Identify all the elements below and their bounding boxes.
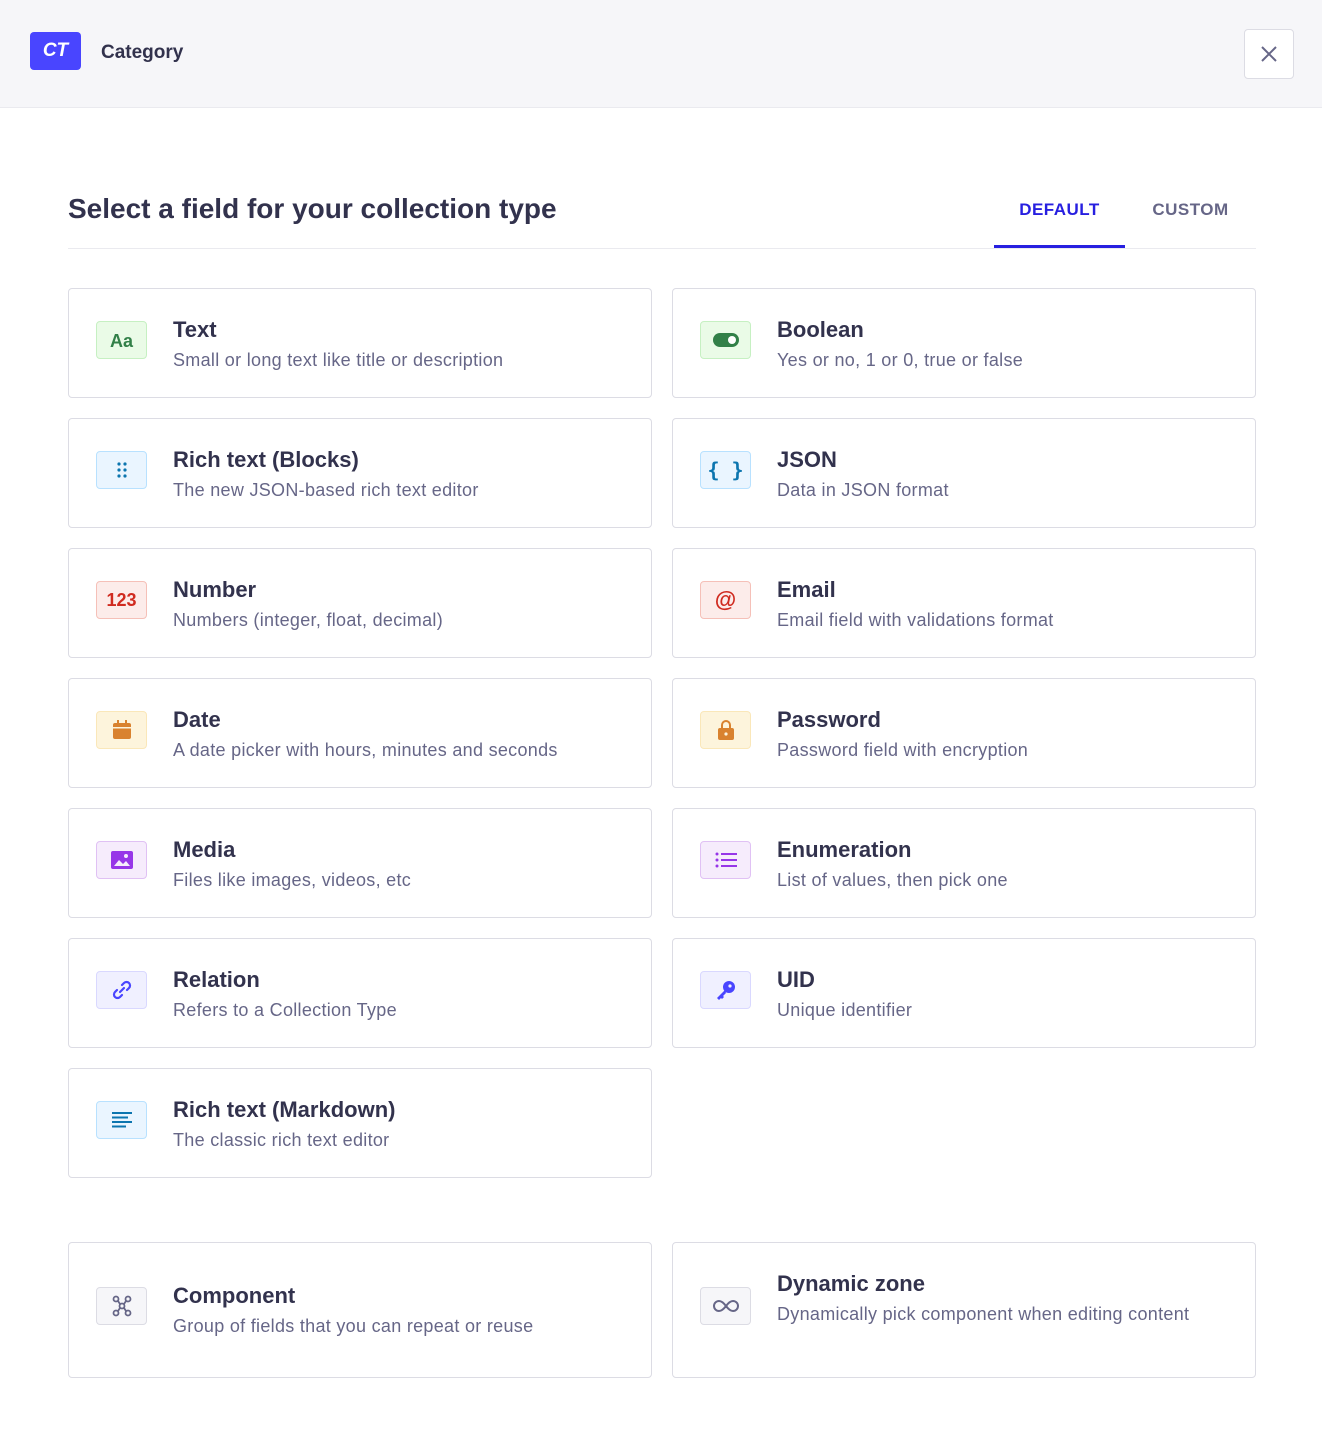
field-description: List of values, then pick one xyxy=(777,870,1008,890)
close-icon xyxy=(1261,46,1277,62)
field-title: Component xyxy=(173,1283,296,1308)
field-date[interactable]: Date A date picker with hours, minutes a… xyxy=(68,678,652,788)
field-number[interactable]: 123 Number Numbers (integer, float, deci… xyxy=(68,548,652,658)
field-description: Unique identifier xyxy=(777,1000,913,1020)
at-sign-icon: @ xyxy=(700,581,751,619)
field-title: Boolean xyxy=(777,317,864,342)
field-title: Media xyxy=(173,837,236,862)
link-icon xyxy=(96,971,147,1009)
infinity-icon xyxy=(700,1287,751,1325)
divider xyxy=(68,248,1256,249)
field-component[interactable]: Component Group of fields that you can r… xyxy=(68,1242,652,1378)
field-title: UID xyxy=(777,967,815,992)
key-icon xyxy=(700,971,751,1009)
field-description: Email field with validations format xyxy=(777,610,1054,630)
text-aa-icon: Aa xyxy=(96,321,147,359)
field-dynamic-zone[interactable]: Dynamic zone Dynamically pick component … xyxy=(672,1242,1256,1378)
field-password[interactable]: Password Password field with encryption xyxy=(672,678,1256,788)
modal-header: CT Category xyxy=(0,0,1322,108)
calendar-icon xyxy=(96,711,147,749)
field-rich-text-markdown[interactable]: Rich text (Markdown) The classic rich te… xyxy=(68,1068,652,1178)
field-description: Small or long text like title or descrip… xyxy=(173,350,504,370)
component-icon xyxy=(96,1287,147,1325)
tab-custom[interactable]: CUSTOM xyxy=(1152,200,1229,219)
field-description: Yes or no, 1 or 0, true or false xyxy=(777,350,1024,370)
list-icon xyxy=(700,841,751,879)
field-json[interactable]: { } JSON Data in JSON format xyxy=(672,418,1256,528)
field-title: Date xyxy=(173,707,221,732)
field-description: A date picker with hours, minutes and se… xyxy=(173,740,558,760)
braces-icon: { } xyxy=(700,451,751,489)
field-title: Email xyxy=(777,577,836,602)
field-boolean[interactable]: Boolean Yes or no, 1 or 0, true or false xyxy=(672,288,1256,398)
field-title: Enumeration xyxy=(777,837,912,862)
drag-dots-icon xyxy=(96,451,147,489)
field-title: JSON xyxy=(777,447,837,472)
field-description: Password field with encryption xyxy=(777,740,1029,760)
field-rich-text-blocks[interactable]: Rich text (Blocks) The new JSON-based ri… xyxy=(68,418,652,528)
field-relation[interactable]: Relation Refers to a Collection Type xyxy=(68,938,652,1048)
paragraph-icon xyxy=(96,1101,147,1139)
number-123-icon: 123 xyxy=(96,581,147,619)
field-title: Text xyxy=(173,317,217,342)
field-email[interactable]: @ Email Email field with validations for… xyxy=(672,548,1256,658)
field-description: Data in JSON format xyxy=(777,480,949,500)
field-description: The classic rich text editor xyxy=(173,1130,390,1150)
field-title: Rich text (Blocks) xyxy=(173,447,359,472)
page-title: Select a field for your collection type xyxy=(68,193,557,224)
field-description: Numbers (integer, float, decimal) xyxy=(173,610,444,630)
field-title: Password xyxy=(777,707,881,732)
field-description: Group of fields that you can repeat or r… xyxy=(173,1316,534,1336)
field-uid[interactable]: UID Unique identifier xyxy=(672,938,1256,1048)
svg-text:Aa: Aa xyxy=(110,331,134,350)
header-title: Category xyxy=(101,42,184,63)
field-enumeration[interactable]: Enumeration List of values, then pick on… xyxy=(672,808,1256,918)
image-icon xyxy=(96,841,147,879)
field-title: Number xyxy=(173,577,257,602)
toggle-icon xyxy=(700,321,751,359)
content-type-badge: CT xyxy=(30,32,81,70)
field-title: Relation xyxy=(173,967,260,992)
field-media[interactable]: Media Files like images, videos, etc xyxy=(68,808,652,918)
tab-default[interactable]: DEFAULT xyxy=(994,200,1125,248)
field-description: Refers to a Collection Type xyxy=(173,1000,397,1020)
field-title: Dynamic zone xyxy=(777,1271,925,1296)
close-button[interactable] xyxy=(1244,29,1294,79)
lock-icon xyxy=(700,711,751,749)
field-description: Dynamically pick component when editing … xyxy=(777,1304,1190,1324)
field-title: Rich text (Markdown) xyxy=(173,1097,396,1122)
field-text[interactable]: Aa Text Small or long text like title or… xyxy=(68,288,652,398)
field-description: The new JSON-based rich text editor xyxy=(173,480,479,500)
field-description: Files like images, videos, etc xyxy=(173,870,412,890)
